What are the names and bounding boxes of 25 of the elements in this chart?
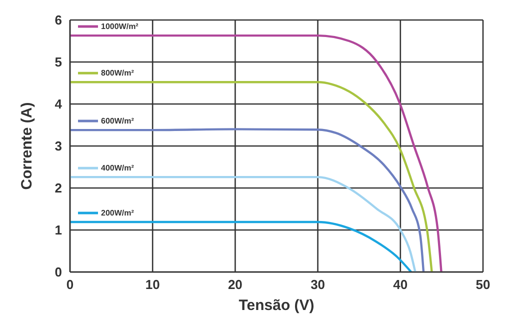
y-tick-label: 1 — [54, 222, 62, 238]
y-tick-label: 3 — [54, 138, 62, 154]
x-tick-label: 40 — [393, 277, 408, 292]
x-tick-label: 30 — [310, 277, 326, 292]
legend-label: 800W/m² — [101, 68, 134, 78]
x-tick-label: 50 — [476, 277, 490, 292]
line-series — [70, 81, 433, 272]
line-series — [70, 220, 412, 272]
legend-label: 600W/m² — [101, 116, 134, 126]
x-tick-label: 10 — [145, 277, 160, 292]
line-series — [70, 128, 425, 272]
x-tick-label: 0 — [66, 277, 74, 292]
legend-label: 200W/m² — [101, 208, 134, 218]
y-tick-label: 2 — [54, 180, 62, 196]
line-series — [70, 176, 416, 272]
line-series — [70, 34, 442, 272]
y-tick-label: 0 — [54, 264, 62, 280]
legend-label: 1000W/m² — [101, 22, 139, 32]
y-tick-label: 4 — [54, 96, 63, 112]
x-axis-title: Tensão (V) — [238, 297, 314, 314]
y-tick-label: 6 — [54, 12, 62, 28]
y-tick-label: 5 — [54, 54, 62, 70]
legend-label: 400W/m² — [101, 164, 134, 173]
x-tick-label: 20 — [228, 277, 242, 292]
y-axis-title: Corrente (A) — [18, 102, 36, 190]
